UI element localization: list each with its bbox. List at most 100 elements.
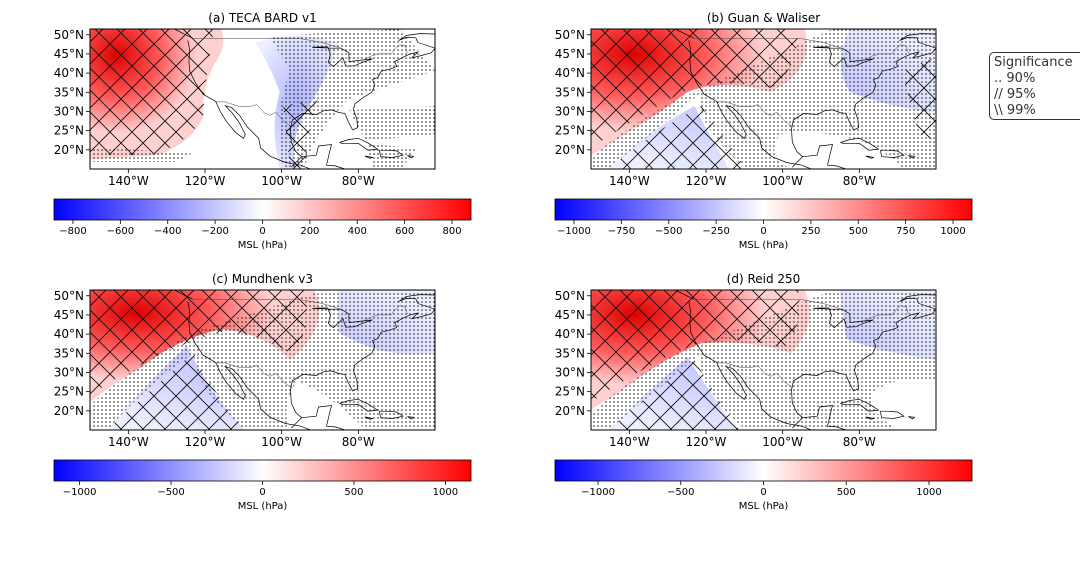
colorbar-tick-label: 750 bbox=[896, 226, 915, 237]
coastline bbox=[174, 29, 193, 39]
colorbar-tick-label: −800 bbox=[59, 226, 86, 237]
lat-tick-label: 20°N bbox=[54, 143, 84, 157]
coastline bbox=[364, 416, 373, 420]
colorbar bbox=[554, 459, 973, 482]
colorbar bbox=[554, 198, 973, 221]
coastline bbox=[667, 290, 668, 291]
lat-tick-label: 45°N bbox=[54, 308, 84, 322]
lat-tick-label: 40°N bbox=[54, 66, 84, 80]
coastline bbox=[364, 155, 373, 159]
lat-tick-label: 25°N bbox=[555, 385, 585, 399]
colorbar-tick-label: −1000 bbox=[581, 487, 615, 498]
coastline bbox=[675, 290, 694, 300]
map-frame bbox=[89, 28, 436, 170]
country-border bbox=[192, 299, 342, 310]
map-area bbox=[591, 29, 936, 169]
colorbar-tick-label: 600 bbox=[395, 226, 414, 237]
coastline bbox=[166, 29, 167, 30]
panel-b: (b) Guan & Waliser 140°W 120°W 100°W 80°W 50°… bbox=[554, 11, 973, 251]
country-border bbox=[717, 101, 794, 128]
lon-tick-label: 100°W bbox=[762, 435, 803, 449]
colorbar-tick-label: −400 bbox=[154, 226, 181, 237]
lon-tick-label: 80°W bbox=[843, 174, 876, 188]
panel-title: (d) Reid 250 bbox=[727, 272, 801, 286]
colorbar-tick-label: −250 bbox=[702, 226, 729, 237]
colorbar-tick-label: −1000 bbox=[557, 226, 591, 237]
coastline bbox=[880, 410, 905, 419]
colorbar-tick-label: 0 bbox=[760, 487, 766, 498]
lat-tick-label: 45°N bbox=[555, 308, 585, 322]
map-area bbox=[90, 290, 435, 430]
colorbar-tick-label: 0 bbox=[259, 487, 265, 498]
coastline bbox=[174, 290, 193, 300]
lat-tick-label: 20°N bbox=[555, 143, 585, 157]
coastline bbox=[840, 398, 880, 412]
coastline bbox=[187, 301, 312, 430]
coastline bbox=[290, 33, 435, 157]
lat-tick-label: 30°N bbox=[54, 104, 84, 118]
lon-tick-label: 120°W bbox=[686, 174, 727, 188]
lat-tick-label: 30°N bbox=[555, 365, 585, 379]
coastline bbox=[379, 410, 404, 419]
lon-tick-label: 120°W bbox=[185, 174, 226, 188]
lat-tick-label: 50°N bbox=[54, 289, 84, 303]
country-border bbox=[693, 299, 843, 310]
coastline bbox=[792, 405, 847, 430]
lat-tick-label: 25°N bbox=[54, 385, 84, 399]
lon-tick-label: 140°W bbox=[108, 174, 149, 188]
lat-tick-label: 50°N bbox=[54, 28, 84, 42]
coastline bbox=[840, 137, 880, 151]
lat-tick-label: 50°N bbox=[555, 28, 585, 42]
coastline bbox=[791, 294, 936, 418]
colorbar-tick-label: 400 bbox=[348, 226, 367, 237]
colorbar-tick-label: −750 bbox=[608, 226, 635, 237]
coastline bbox=[908, 416, 916, 420]
colorbar-label: MSL (hPa) bbox=[739, 501, 789, 512]
lat-tick-label: 40°N bbox=[54, 327, 84, 341]
coastline bbox=[792, 144, 847, 169]
coastline bbox=[379, 149, 404, 158]
map-area bbox=[90, 29, 435, 169]
coastline bbox=[688, 40, 813, 169]
panel-d: (d) Reid 250 140°W 120°W 100°W 80°W 50°N 45°N 4… bbox=[554, 272, 973, 512]
colorbar-tick-label: 500 bbox=[344, 487, 363, 498]
colorbar-tick-label: −500 bbox=[667, 487, 694, 498]
lat-tick-label: 20°N bbox=[54, 404, 84, 418]
lon-tick-label: 100°W bbox=[261, 435, 302, 449]
coastline bbox=[880, 149, 905, 158]
lon-tick-label: 80°W bbox=[843, 435, 876, 449]
lon-tick-label: 100°W bbox=[261, 174, 302, 188]
lat-tick-label: 35°N bbox=[555, 85, 585, 99]
map-frame bbox=[590, 28, 937, 170]
coastline bbox=[407, 416, 415, 420]
lat-tick-label: 30°N bbox=[54, 365, 84, 379]
lat-tick-label: 25°N bbox=[555, 124, 585, 138]
colorbar-tick-label: 500 bbox=[849, 226, 868, 237]
legend-item-99: \\ 99% bbox=[994, 103, 1036, 118]
lat-tick-label: 35°N bbox=[54, 346, 84, 360]
coastline bbox=[791, 33, 936, 157]
colorbar-tick-label: 200 bbox=[300, 226, 319, 237]
lat-tick-label: 25°N bbox=[54, 124, 84, 138]
legend-item-90: .. 90% bbox=[994, 71, 1036, 86]
lon-tick-label: 140°W bbox=[609, 174, 650, 188]
colorbar-tick-label: 0 bbox=[760, 226, 766, 237]
country-border bbox=[863, 44, 909, 61]
colorbar-tick-label: 500 bbox=[837, 487, 856, 498]
coastline bbox=[290, 294, 435, 418]
coastline bbox=[908, 155, 916, 159]
map-frame bbox=[89, 289, 436, 431]
country-border bbox=[216, 101, 293, 128]
colorbar-tick-label: −1000 bbox=[63, 487, 97, 498]
lat-tick-label: 40°N bbox=[555, 66, 585, 80]
coastline bbox=[688, 301, 813, 430]
country-border bbox=[216, 362, 293, 389]
lon-tick-label: 120°W bbox=[686, 435, 727, 449]
significance-legend: Significance .. 90% // 95% \\ 99% bbox=[989, 52, 1080, 120]
legend-item-95: // 95% bbox=[994, 87, 1036, 102]
lat-tick-label: 50°N bbox=[555, 289, 585, 303]
country-border bbox=[717, 362, 794, 389]
map-area bbox=[591, 290, 936, 430]
coastline bbox=[813, 307, 874, 329]
